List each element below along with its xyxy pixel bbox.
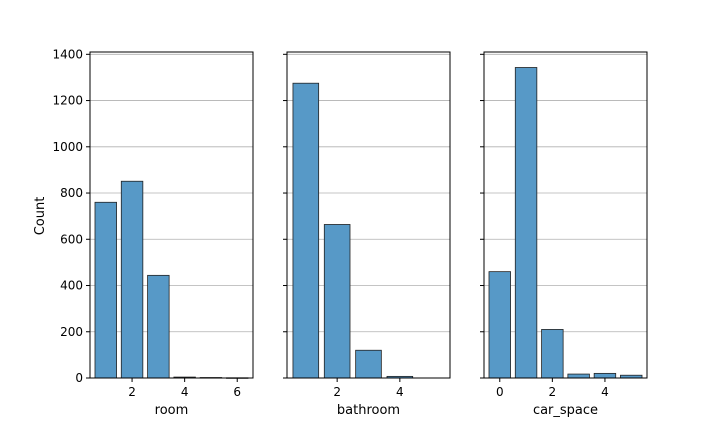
axes-frame	[483, 51, 648, 379]
y-tick-label: 0	[75, 371, 83, 385]
bar	[567, 373, 590, 379]
x-tick-label: 2	[333, 385, 341, 399]
bar	[147, 274, 170, 379]
bar	[323, 224, 351, 379]
x-tick-label: 2	[549, 385, 557, 399]
x-tick-label: 6	[233, 385, 241, 399]
bar	[514, 67, 538, 379]
y-axis-label: Count	[33, 197, 48, 236]
bar	[120, 180, 144, 379]
y-tick-label: 400	[60, 279, 83, 293]
bar	[541, 329, 564, 379]
axes-frame	[286, 51, 451, 379]
bar	[355, 349, 382, 379]
bar	[593, 372, 617, 379]
y-tick-label: 200	[60, 325, 83, 339]
x-axis-label: car_space	[533, 403, 598, 418]
y-tick-label: 1000	[52, 140, 83, 154]
x-tick-label: 4	[396, 385, 404, 399]
y-tick-label: 1400	[52, 47, 83, 61]
bar	[488, 271, 511, 379]
panel-bathroom: 2 4 bathroom	[283, 51, 451, 418]
x-tick-label: 4	[601, 385, 609, 399]
x-axis-label: room	[155, 403, 189, 418]
panel-room: 0 200 400 600 800 1000 1200 1400 2 4 6 room	[52, 47, 254, 418]
x-tick-label: 4	[181, 385, 189, 399]
axes-frame	[89, 51, 254, 379]
bar	[94, 201, 117, 379]
x-tick-label: 0	[496, 385, 504, 399]
x-axis-label: bathroom	[337, 403, 400, 418]
y-tick-label: 600	[60, 232, 83, 246]
y-tick-label: 800	[60, 186, 83, 200]
y-tick-label: 1200	[52, 94, 83, 108]
x-tick-label: 2	[128, 385, 136, 399]
bar	[292, 82, 320, 379]
